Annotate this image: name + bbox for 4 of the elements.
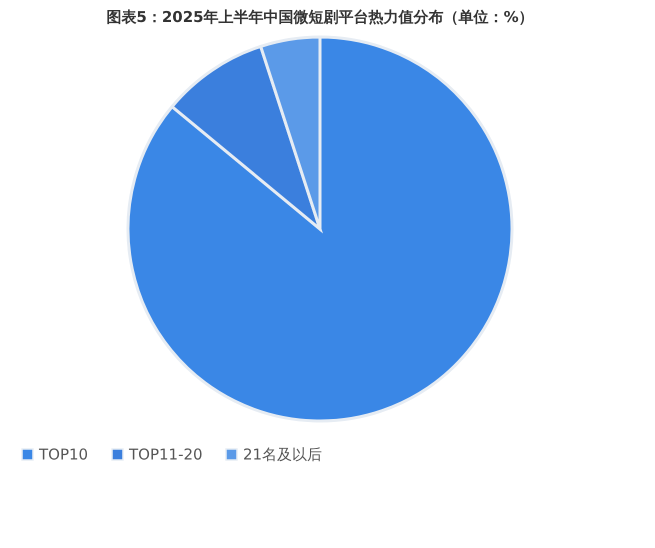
legend-label: TOP11-20: [128, 446, 203, 464]
legend-label: 21名及以后: [243, 446, 322, 464]
chart-title: 图表5：2025年上半年中国微短剧平台热力值分布（单位：%）: [106, 8, 534, 26]
legend-label: TOP10: [38, 446, 88, 464]
